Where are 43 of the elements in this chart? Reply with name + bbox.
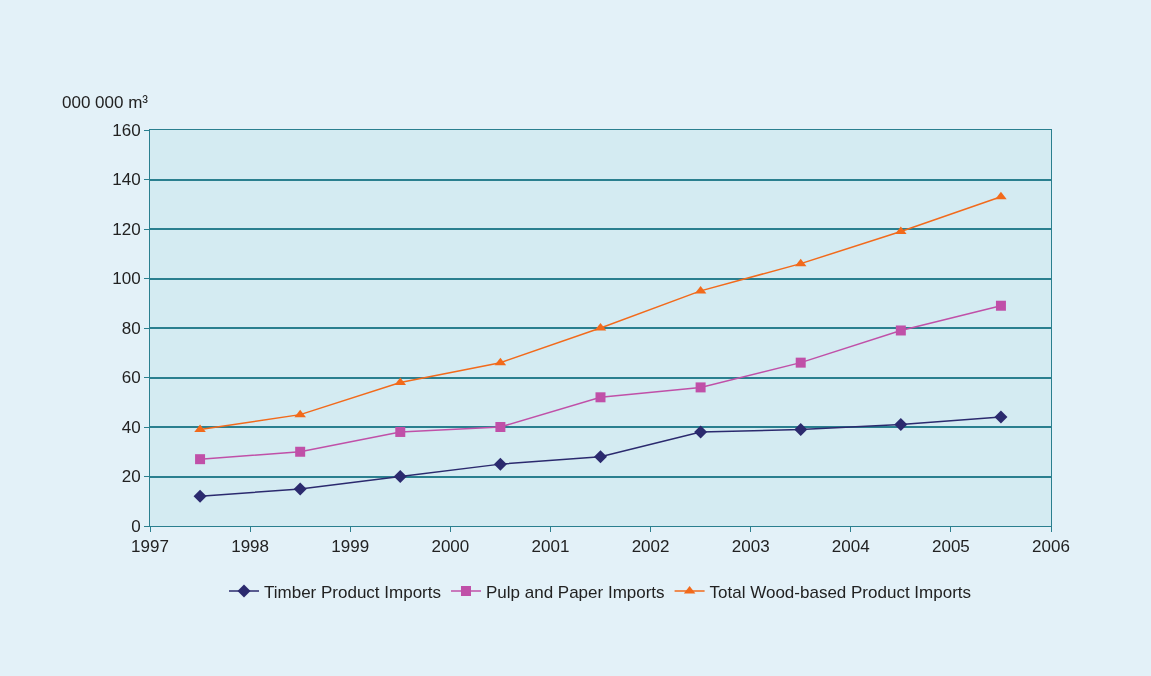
x-tick-label: 2000 xyxy=(431,537,470,557)
point xyxy=(795,357,806,368)
point xyxy=(594,450,607,464)
legend-label: Pulp and Paper Imports xyxy=(485,582,665,602)
point xyxy=(294,409,306,418)
point xyxy=(695,382,706,393)
point xyxy=(694,425,708,439)
x-tick-label: 2002 xyxy=(631,537,670,557)
point xyxy=(995,191,1007,200)
legend-label: Total Wood-based Product Imports xyxy=(709,582,972,602)
point xyxy=(395,426,406,437)
x-tick-label: 1997 xyxy=(131,537,169,557)
y-tick-label: 40 xyxy=(121,417,141,437)
y-tick-label: 0 xyxy=(131,516,141,536)
point xyxy=(894,418,908,432)
x-tick-label: 2004 xyxy=(831,537,870,557)
legend-label: Timber Product Imports xyxy=(264,582,441,602)
point xyxy=(393,470,407,483)
y-tick-label: 80 xyxy=(121,318,141,338)
x-tick-label: 2003 xyxy=(731,537,770,557)
point xyxy=(493,457,507,471)
x-tick-label: 2001 xyxy=(531,537,570,557)
point xyxy=(994,410,1008,424)
point xyxy=(295,446,306,457)
x-tick-label: 1998 xyxy=(231,537,270,557)
point xyxy=(193,489,207,503)
x-tick-label: 2005 xyxy=(931,537,970,557)
point xyxy=(195,454,206,465)
y-tick-label: 20 xyxy=(121,467,141,487)
x-tick-label: 1999 xyxy=(331,537,370,557)
point xyxy=(794,422,808,436)
point xyxy=(293,482,307,496)
y-tick-label: 160 xyxy=(112,120,141,140)
y-tick-label: 100 xyxy=(112,269,141,289)
point xyxy=(595,392,606,403)
x-tick-label: 2006 xyxy=(1032,537,1070,557)
y-tick-label: 140 xyxy=(112,170,141,190)
point xyxy=(495,422,506,432)
y-tick-label: 120 xyxy=(112,219,141,239)
point xyxy=(995,300,1006,311)
y-tick-label: 60 xyxy=(121,368,141,388)
point xyxy=(895,325,906,336)
y-axis-title: 000 000 m³ xyxy=(62,93,149,112)
